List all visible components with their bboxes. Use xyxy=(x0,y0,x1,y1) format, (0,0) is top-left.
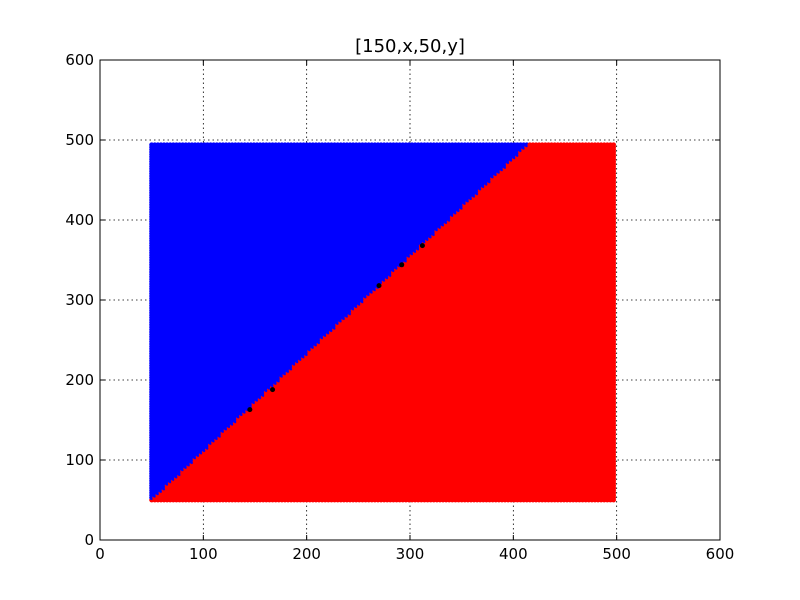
data-points xyxy=(149,142,617,503)
